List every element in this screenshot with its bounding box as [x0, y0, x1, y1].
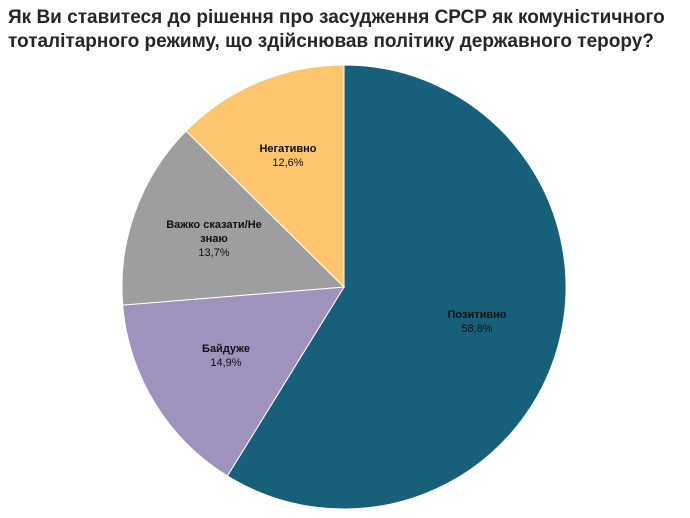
slice-name: Негативно	[259, 143, 316, 155]
slice-name: Важко сказати/Не	[166, 219, 262, 231]
slice-name: Байдуже	[202, 343, 250, 355]
chart-title: Як Ви ставитеся до рішення про засудженн…	[8, 7, 665, 52]
slice-name: знаю	[200, 233, 228, 245]
slice-value: 14,9%	[210, 357, 241, 369]
slice-label-4: Негативно 12,6%	[259, 143, 316, 169]
slice-value: 58,8%	[461, 323, 492, 335]
slice-label-2: Байдуже 14,9%	[202, 343, 250, 369]
slice-label-1: Позитивно 58,8%	[448, 309, 507, 335]
slice-value: 12,6%	[272, 157, 303, 169]
slice-value: 13,7%	[198, 247, 229, 259]
slice-name: Позитивно	[448, 309, 507, 321]
pie-slice-2	[122, 286, 345, 477]
slice-label-3: Важко сказати/Не знаю 13,7%	[166, 219, 262, 259]
pie-slice-4	[185, 64, 345, 289]
pie-slice-1	[226, 64, 567, 510]
pie-slice-3	[121, 130, 346, 306]
